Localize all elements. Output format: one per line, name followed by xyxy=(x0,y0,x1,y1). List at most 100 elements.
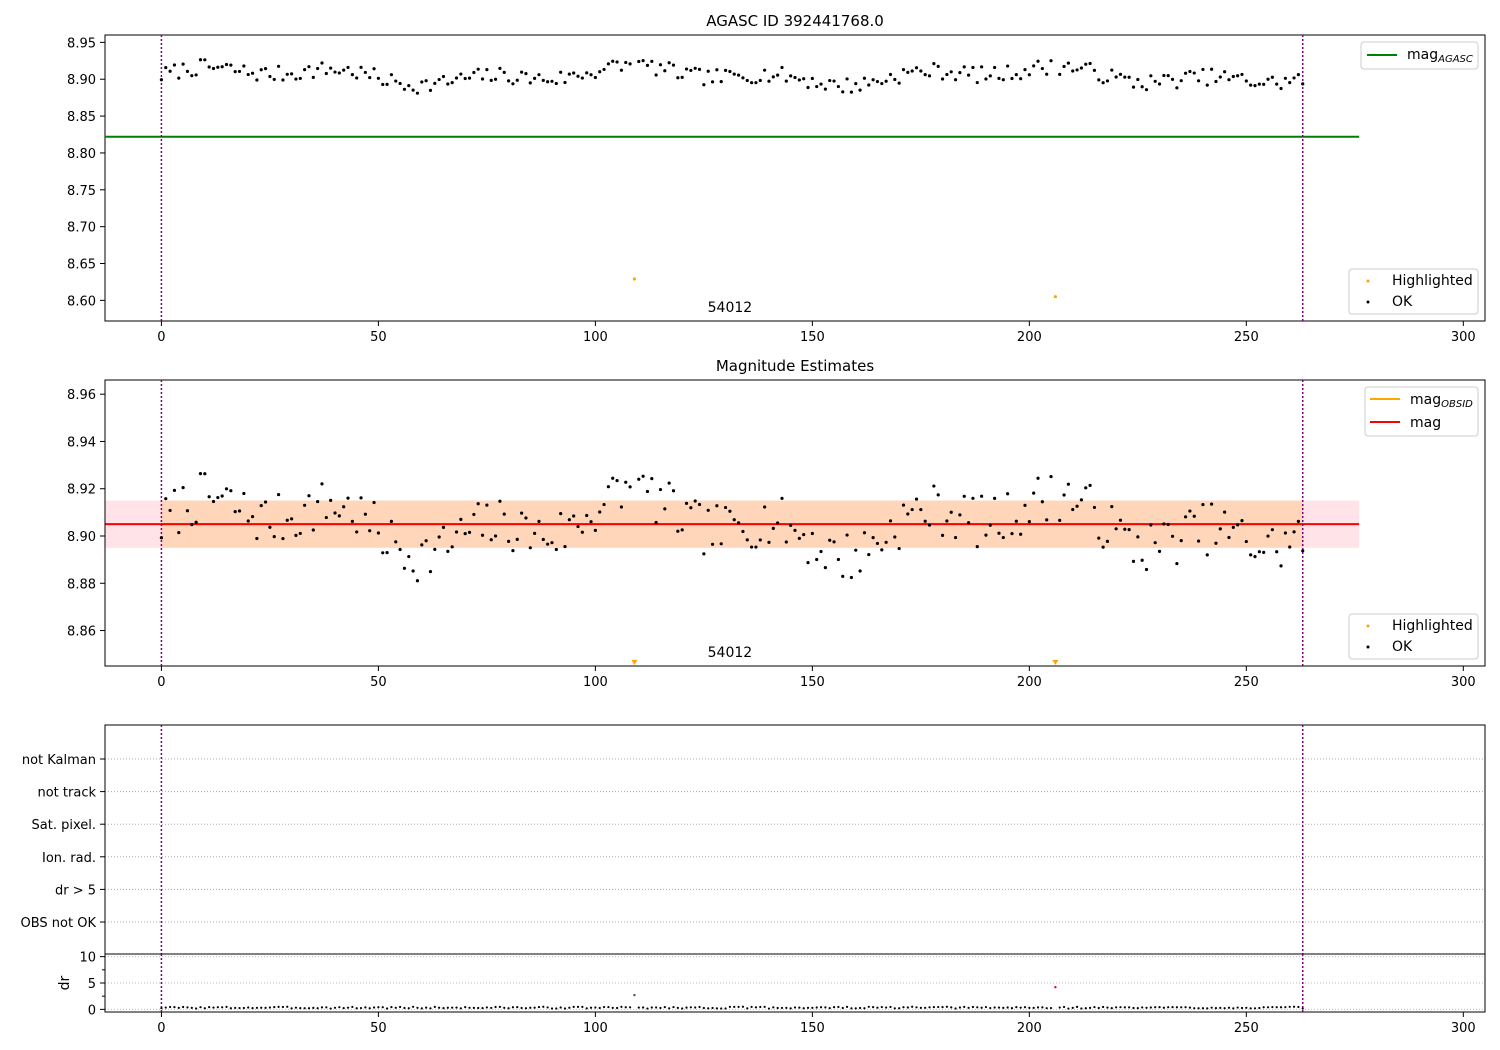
axes-frame xyxy=(104,34,1486,322)
ok-point xyxy=(1283,76,1287,80)
dr-point xyxy=(950,1006,953,1009)
ok-point xyxy=(467,76,472,80)
ok-point xyxy=(394,540,398,544)
dr-point xyxy=(880,1005,883,1009)
ok-point xyxy=(723,68,728,72)
dr-point xyxy=(889,1005,892,1009)
ok-point xyxy=(780,496,784,500)
ok-point xyxy=(454,76,459,80)
dr-point xyxy=(342,1006,345,1010)
dr-point xyxy=(754,1006,758,1009)
ok-point xyxy=(966,521,971,525)
ok-point xyxy=(988,74,992,78)
axes-frame xyxy=(104,379,1486,667)
ok-point xyxy=(684,501,689,505)
dr-point xyxy=(1184,1006,1187,1009)
dr-point xyxy=(212,1006,215,1009)
ok-point xyxy=(498,499,502,503)
x-tick-label: 250 xyxy=(1234,675,1259,690)
ok-point xyxy=(220,65,224,69)
ok-point xyxy=(845,77,849,81)
ok-point xyxy=(923,73,927,77)
dr-point xyxy=(412,1005,415,1008)
dr-point xyxy=(1058,1006,1061,1009)
dr-point xyxy=(494,1005,497,1009)
highlighted-offscale-marker xyxy=(1052,660,1059,665)
y-tick-label: 8.90 xyxy=(67,73,96,88)
dr-point xyxy=(811,1006,814,1009)
ok-point xyxy=(1196,79,1201,83)
dr-point xyxy=(646,1007,649,1010)
ok-point xyxy=(1036,59,1040,63)
dr-point xyxy=(390,1006,393,1009)
ok-point xyxy=(962,65,966,69)
ok-point xyxy=(1253,84,1257,88)
ok-point xyxy=(554,81,558,86)
ok-point xyxy=(181,62,185,66)
ok-point xyxy=(1058,72,1062,76)
ok-point xyxy=(637,477,641,481)
dr-point xyxy=(1253,1007,1257,1010)
ok-point xyxy=(337,514,341,518)
dr-point xyxy=(425,1006,428,1009)
ok-point xyxy=(684,67,689,71)
ok-point xyxy=(207,495,211,499)
ok-point xyxy=(1079,498,1084,502)
dr-point xyxy=(1084,1007,1087,1010)
agasc-obsid-label: 54012 xyxy=(708,300,753,316)
ok-point xyxy=(802,77,806,81)
dr-point xyxy=(989,1006,992,1010)
ok-point xyxy=(1066,482,1070,486)
dr-point xyxy=(702,1006,705,1010)
dr-point xyxy=(377,1006,380,1009)
ok-point xyxy=(606,485,610,489)
ok-point xyxy=(1231,74,1235,79)
ok-point xyxy=(1292,76,1296,80)
dr-point xyxy=(685,1006,688,1009)
ok-point xyxy=(936,493,940,497)
ok-point xyxy=(693,66,697,70)
ok-point xyxy=(363,512,367,516)
flag-category-label: not track xyxy=(37,786,96,801)
ok-point xyxy=(867,552,871,557)
ok-point xyxy=(975,545,979,549)
x-tick-label: 250 xyxy=(1234,1021,1259,1036)
ok-point xyxy=(459,517,463,521)
dr-point xyxy=(429,1007,432,1010)
ok-point xyxy=(355,530,359,534)
dr-point xyxy=(1041,1006,1044,1009)
ok-point xyxy=(1032,491,1036,495)
dr-point xyxy=(1292,1005,1296,1008)
ok-point xyxy=(715,68,719,72)
ok-point xyxy=(489,78,493,83)
ok-point xyxy=(229,63,233,67)
dr-point xyxy=(1284,1006,1287,1009)
dr-point xyxy=(164,1006,167,1009)
ok-point xyxy=(203,472,207,476)
ok-point xyxy=(402,87,407,91)
dr-point xyxy=(1245,1006,1248,1009)
ok-point xyxy=(324,71,328,76)
ok-point xyxy=(789,523,793,527)
ok-point xyxy=(819,82,823,86)
dr-point xyxy=(876,1006,879,1009)
dr-point xyxy=(394,1006,397,1009)
ok-point xyxy=(671,63,676,67)
ok-point xyxy=(980,65,984,69)
ok-point xyxy=(1296,73,1300,77)
dr-point xyxy=(303,1007,306,1010)
ok-point xyxy=(159,78,164,82)
ok-point xyxy=(958,71,962,75)
ok-point xyxy=(290,72,294,76)
dr-point xyxy=(1232,1007,1235,1010)
dr-point xyxy=(537,1005,541,1009)
dr-point xyxy=(273,1006,276,1009)
dr-point xyxy=(1162,1006,1165,1009)
ok-point xyxy=(593,75,597,80)
ok-point xyxy=(923,519,927,523)
ok-point xyxy=(1227,78,1231,82)
dr-point xyxy=(733,1005,736,1009)
highlighted-point xyxy=(632,277,637,281)
ok-point xyxy=(971,496,975,500)
